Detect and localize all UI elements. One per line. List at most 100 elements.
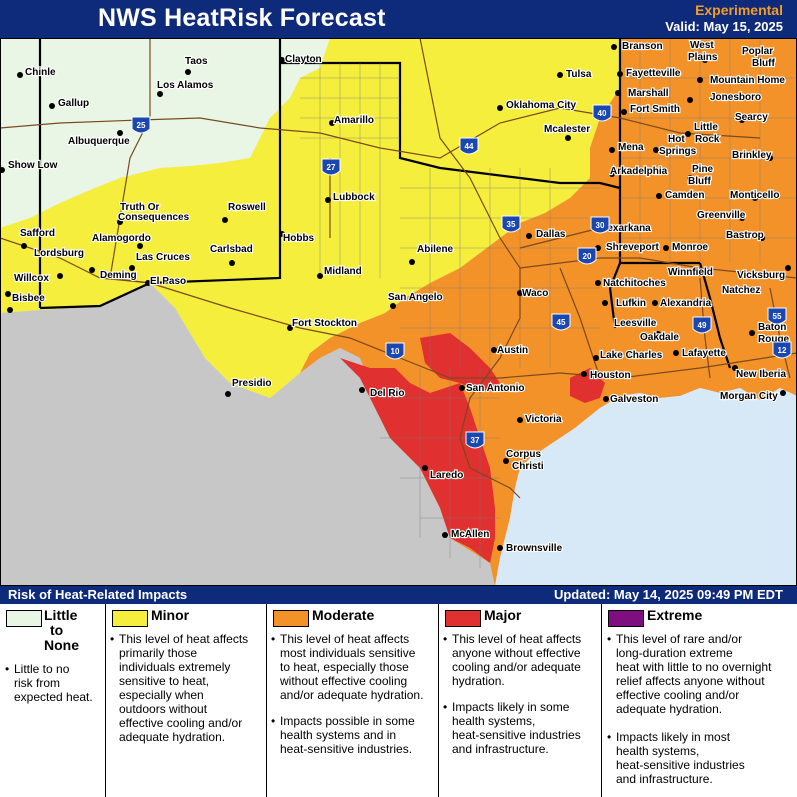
- shield-number: 37: [471, 436, 480, 445]
- city-label: Taos: [185, 56, 208, 67]
- city-label: Austin: [497, 345, 528, 356]
- city-label: New Iberia: [736, 369, 786, 380]
- city-label: Little: [694, 122, 718, 133]
- city-label: Willcox: [14, 273, 49, 284]
- city-markers: [0, 44, 791, 551]
- city-label: Monticello: [730, 190, 779, 201]
- valid-date: Valid: May 15, 2025: [665, 19, 783, 34]
- legend-name-moderate: Moderate: [312, 607, 375, 623]
- shield-number: 25: [137, 121, 146, 130]
- swatch-extreme: [608, 610, 644, 627]
- interstate-shield: 55: [767, 307, 787, 325]
- legend-desc-minor: • This level of heat affects primarily t…: [110, 632, 249, 744]
- shield-number: 55: [773, 312, 782, 321]
- city-label: Leesville: [614, 318, 657, 329]
- city-label: Truth Or: [120, 202, 160, 213]
- city-label: Baton: [758, 322, 786, 333]
- city-label: Lordsburg: [34, 248, 84, 259]
- city-label: Gallup: [58, 98, 89, 109]
- legend-desc-extreme-2: • Impacts likely in most health systems,…: [607, 730, 745, 786]
- city-label: McAllen: [451, 529, 489, 540]
- city-label: Hot: [668, 134, 685, 145]
- city-label: Winnfield: [668, 267, 713, 278]
- shield-number: 20: [583, 252, 592, 261]
- city-label: Christi: [512, 461, 544, 472]
- city-label: Oklahoma City: [506, 100, 576, 111]
- shield-number: 30: [596, 221, 605, 230]
- city-label: Vicksburg: [737, 270, 785, 281]
- interstate-shield: 27: [321, 158, 341, 176]
- city-label: San Antonio: [466, 383, 525, 394]
- experimental-label: Experimental: [695, 2, 783, 18]
- interstate-shield: 10: [385, 342, 405, 360]
- city-label: Carlsbad: [210, 244, 253, 255]
- city-label: Lufkin: [616, 298, 646, 309]
- city-labels: Taos Chinle Los Alamos Gallup Albuquerqu…: [7, 39, 791, 555]
- interstate-shield: 20: [577, 247, 597, 265]
- swatch-moderate: [273, 610, 309, 627]
- interstate-shield: 44: [459, 137, 479, 155]
- city-label: Arkadelphia: [610, 166, 668, 177]
- city-label: Marshall: [628, 88, 669, 99]
- city-label: Brinkley: [732, 150, 772, 161]
- risk-title: Risk of Heat-Related Impacts: [8, 587, 188, 602]
- city-label: Natchitoches: [603, 278, 666, 289]
- shield-number: 44: [465, 142, 474, 151]
- shield-number: 45: [557, 318, 566, 327]
- legend-desc-little: • Little to no risk from expected heat.: [5, 662, 93, 704]
- minor-zone: [0, 38, 620, 398]
- interstate-shield: 45: [551, 313, 571, 331]
- city-label: Branson: [622, 41, 663, 52]
- legend-column-moderate: Moderate • This level of heat affects mo…: [266, 604, 438, 797]
- city-label: Presidio: [232, 378, 271, 389]
- city-label: Galveston: [610, 394, 658, 405]
- city-label: West: [690, 40, 714, 51]
- legend-column-major: Major • This level of heat affects anyon…: [438, 604, 601, 797]
- city-label: Mcalester: [544, 124, 590, 135]
- city-label: Fort Smith: [630, 104, 680, 115]
- risk-bar: Risk of Heat-Related Impacts Updated: Ma…: [0, 586, 797, 604]
- interstate-shield: 49: [692, 316, 712, 334]
- city-label: Clayton: [285, 54, 322, 65]
- city-label: Lafayette: [682, 348, 726, 359]
- city-label: San Angelo: [388, 292, 443, 303]
- interstate-shield: 25: [131, 116, 151, 134]
- page-title: NWS HeatRisk Forecast: [98, 4, 386, 32]
- shield-number: 12: [778, 346, 787, 355]
- city-label: Laredo: [430, 470, 463, 481]
- city-label: Fayetteville: [626, 68, 681, 79]
- legend-name-little: Little to None: [44, 607, 79, 653]
- city-label: Houston: [590, 370, 631, 381]
- city-label: Greenville: [697, 210, 746, 221]
- city-label: Plains: [688, 52, 718, 63]
- city-label: Shreveport: [606, 242, 659, 253]
- city-label: Monroe: [672, 242, 709, 253]
- legend-column-extreme: Extreme • This level of rare and/or long…: [601, 604, 797, 797]
- city-label: Dallas: [536, 229, 566, 240]
- city-label: Pine: [692, 164, 714, 175]
- legend-name-minor: Minor: [151, 607, 190, 623]
- city-label: Corpus: [506, 449, 541, 460]
- city-label: Rock: [695, 134, 720, 145]
- interstate-shield: 12: [772, 341, 792, 359]
- city-label: Fort Stockton: [292, 318, 357, 329]
- shield-number: 35: [507, 220, 516, 229]
- legend-column-minor: Minor • This level of heat affects prima…: [105, 604, 266, 797]
- city-label: Waco: [522, 288, 548, 299]
- legend: Little to None • Little to no risk from …: [0, 604, 797, 797]
- city-label: Bluff: [688, 176, 711, 187]
- gulf-of-mexico: [495, 388, 797, 586]
- city-label: Poplar: [742, 46, 773, 57]
- heatrisk-map: Taos Chinle Los Alamos Gallup Albuquerqu…: [0, 38, 797, 586]
- city-label: Chinle: [25, 67, 56, 78]
- city-label: Abilene: [417, 244, 454, 255]
- city-label: Deming: [100, 270, 137, 281]
- city-label: Natchez: [722, 285, 760, 296]
- legend-name-extreme: Extreme: [647, 607, 703, 623]
- city-label: Albuquerque: [68, 136, 130, 147]
- mexico-area: [0, 283, 500, 586]
- interstate-shield: 37: [465, 431, 485, 449]
- city-label: Del Rio: [370, 388, 404, 399]
- city-label: El Paso: [150, 276, 186, 287]
